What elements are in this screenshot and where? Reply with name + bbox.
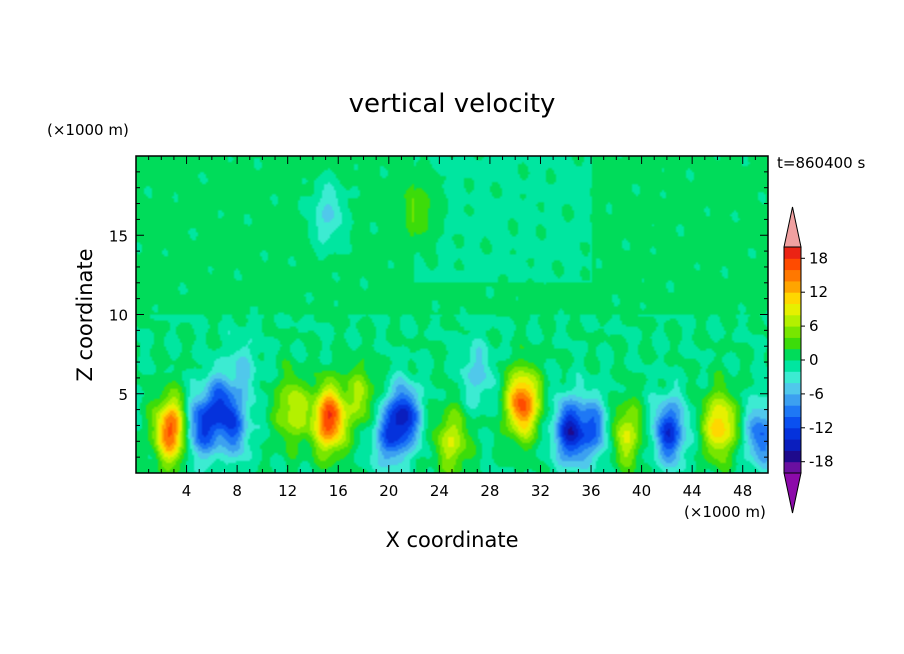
colorbar-segment: [784, 450, 801, 463]
time-label: t=860400 s: [777, 154, 865, 172]
colorbar-segment: [784, 247, 801, 259]
y-tick-label: 10: [109, 307, 128, 325]
x-tick-label: 24: [430, 482, 449, 500]
colorbar-segment: [784, 314, 801, 327]
x-tick-label: 44: [683, 482, 702, 500]
chart-title: vertical velocity: [349, 89, 556, 119]
x-tick-label: 36: [581, 482, 600, 500]
colorbar-segment: [784, 439, 801, 451]
colorbar-segment: [784, 393, 801, 406]
colorbar-segment: [784, 326, 801, 338]
colorbar-over-triangle: [783, 206, 802, 248]
colorbar-tick-label: 12: [809, 283, 828, 301]
colorbar-segment: [784, 258, 801, 271]
y-tick-label: 5: [118, 386, 128, 404]
y-axis: 5 10 15: [109, 155, 768, 474]
colorbar-segment: [784, 269, 801, 282]
x-tick-label: 48: [733, 482, 752, 500]
colorbar-tick-label: -12: [809, 419, 834, 437]
colorbar-segment: [784, 303, 801, 316]
colorbar-segment: [784, 337, 801, 350]
x-tick-label: 20: [379, 482, 398, 500]
x-tick-label: 4: [182, 482, 192, 500]
x-tick-label: 8: [232, 482, 242, 500]
colorbar-under-triangle: [783, 472, 802, 514]
x-tick-label: 28: [480, 482, 499, 500]
x-tick-label: 12: [278, 482, 297, 500]
colorbar-segment: [784, 371, 801, 384]
x-tick-label: 32: [531, 482, 550, 500]
x-unit-label: (×1000 m): [684, 503, 766, 521]
colorbar-segment: [784, 405, 801, 417]
x-axis-label: X coordinate: [385, 528, 518, 552]
colorbar-segment: [784, 280, 801, 293]
x-tick-label: 40: [632, 482, 651, 500]
colorbar-segment: [784, 427, 801, 440]
colorbar-tick-label: 6: [809, 317, 819, 335]
colorbar-segment: [784, 416, 801, 429]
plot-area: [135, 155, 769, 474]
colorbar-tick-label: 18: [809, 249, 828, 267]
y-axis-label: Z coordinate: [73, 248, 97, 381]
y-tick-label: 15: [109, 227, 128, 245]
colorbar-segment: [784, 348, 801, 361]
velocity-field: [136, 156, 768, 473]
colorbar-tick-label: 0: [809, 351, 819, 369]
colorbar-segment: [784, 382, 801, 395]
x-axis: 4 8 12 16 20 24 28 32 36 40 44 48: [135, 156, 769, 500]
colorbar-segment: [784, 292, 801, 304]
x-tick-label: 16: [329, 482, 348, 500]
colorbar-tick-label: -18: [809, 453, 834, 471]
colorbar: 18 12 6 0 -6 -12 -18: [783, 206, 834, 514]
colorbar-segment: [784, 461, 801, 474]
colorbar-segment: [784, 360, 801, 372]
colorbar-tick-label: -6: [809, 385, 824, 403]
y-unit-label: (×1000 m): [47, 121, 129, 139]
